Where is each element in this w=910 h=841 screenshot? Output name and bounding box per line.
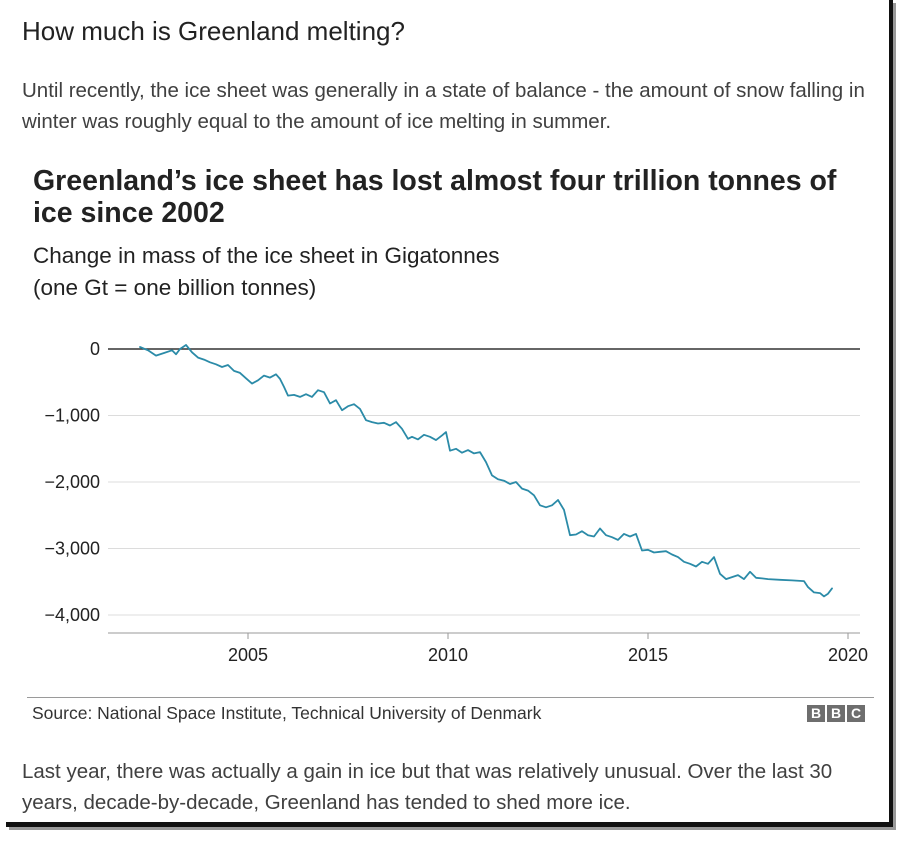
- source-divider: [27, 697, 874, 698]
- y-tick-label: −1,000: [44, 406, 100, 426]
- chart-title: Greenland’s ice sheet has lost almost fo…: [33, 165, 837, 229]
- bbc-logo-letter: B: [827, 705, 845, 722]
- article-card: How much is Greenland melting? Until rec…: [6, 0, 893, 827]
- y-tick-label: −2,000: [44, 472, 100, 492]
- ice-mass-series-line: [139, 344, 833, 598]
- chart-subtitle-line2: (one Gt = one billion tonnes): [33, 275, 317, 300]
- bbc-logo: B B C: [807, 705, 865, 722]
- ice-mass-chart: 0 −1,000 −2,000 −3,000 −4,000 2005 2010 2015 202…: [44, 339, 868, 665]
- bbc-logo-letter: C: [847, 705, 865, 722]
- x-tick-label: 2020: [828, 645, 868, 665]
- y-tick-label: 0: [90, 339, 100, 359]
- outro-paragraph: Last year, there was actually a gain in …: [22, 760, 833, 814]
- bbc-logo-letter: B: [807, 705, 825, 722]
- x-tick-label: 2010: [428, 645, 468, 665]
- chart-subtitle: Change in mass of the ice sheet in Gigat…: [33, 240, 500, 304]
- y-tick-label: −3,000: [44, 539, 100, 559]
- intro-paragraph: Until recently, the ice sheet was genera…: [22, 79, 865, 133]
- y-tick-label: −4,000: [44, 605, 100, 625]
- x-tick-label: 2005: [228, 645, 268, 665]
- x-tick-label: 2015: [628, 645, 668, 665]
- source-credit: Source: National Space Institute, Techni…: [32, 703, 542, 723]
- article-heading: How much is Greenland melting?: [22, 16, 405, 46]
- chart-subtitle-line1: Change in mass of the ice sheet in Gigat…: [33, 243, 500, 268]
